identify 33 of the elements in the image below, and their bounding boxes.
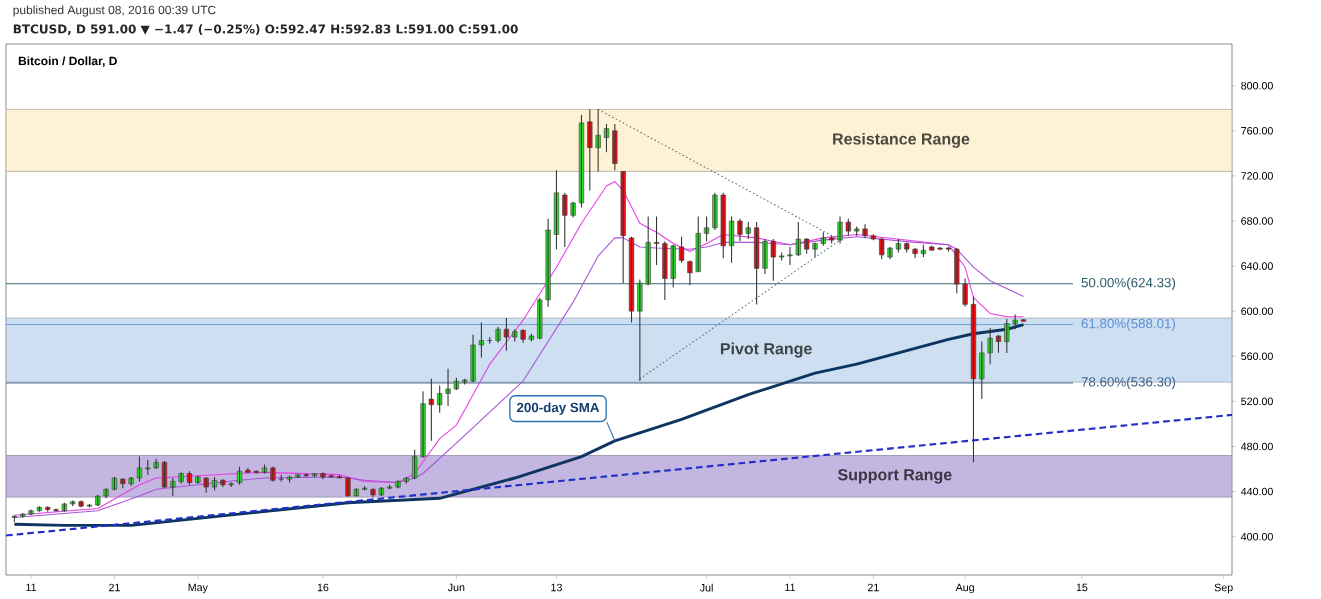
- x-tick-label: 11: [26, 583, 37, 592]
- y-tick-label: 800.00: [1241, 81, 1273, 90]
- y-tick-label: 640.00: [1241, 262, 1273, 270]
- ref-line-label: 78.60%(536.30): [1081, 376, 1176, 390]
- text: Bitcoin / Dollar, D: [18, 56, 117, 67]
- x-tick-label: 21: [867, 583, 879, 592]
- x-tick-label: Sep: [1214, 583, 1233, 594]
- y-tick-label: 440.00: [1240, 487, 1273, 496]
- y-tick-label: 520.00: [1241, 397, 1273, 406]
- annotation: 200-day SMA: [516, 402, 600, 415]
- ref-line-label: 50.00%(624.33): [1081, 277, 1176, 290]
- text: published August 08, 2016 00:39 UTC: [13, 5, 216, 17]
- chart-subtitle: BTCUSD, D 591.00 ▼ −1.47 (−0.25%) O:592.47 H:592.83 L:591.00 C:591.00: [13, 24, 518, 36]
- band-label: Support Range: [837, 469, 952, 484]
- y-tick-label: 560.00: [1241, 352, 1273, 361]
- y-tick-label: 400.00: [1240, 532, 1273, 541]
- y-tick-label: 600.00: [1241, 307, 1273, 315]
- x-tick-label: Aug: [955, 583, 974, 594]
- x-tick-label: 16: [317, 583, 329, 592]
- x-tick-label: May: [188, 583, 208, 594]
- x-tick-label: Jul: [699, 583, 713, 592]
- y-tick-label: 480.00: [1240, 442, 1273, 451]
- band-label: Resistance Range: [833, 132, 970, 148]
- x-tick-label: 15: [1076, 583, 1088, 592]
- y-tick-label: 680.00: [1241, 217, 1273, 225]
- band-label: Pivot Range: [720, 342, 812, 358]
- x-tick-label: Jun: [447, 583, 465, 592]
- y-tick-label: 760.00: [1241, 127, 1273, 135]
- y-tick-label: 720.00: [1241, 172, 1273, 180]
- x-tick-label: 21: [109, 583, 120, 592]
- ref-line-label: 61.80%(588.01): [1081, 318, 1176, 331]
- x-tick-label: 13: [551, 583, 562, 592]
- x-tick-label: 11: [785, 583, 795, 592]
